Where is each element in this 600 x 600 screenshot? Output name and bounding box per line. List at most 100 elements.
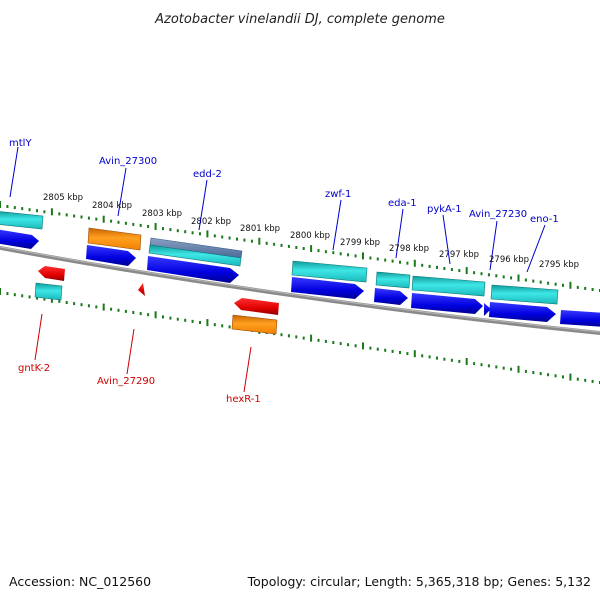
forward-cds-arrow[interactable] xyxy=(86,245,136,266)
ruler-tick xyxy=(258,237,261,245)
label-leader-line xyxy=(117,167,127,217)
ruler-tick xyxy=(591,379,594,383)
ruler-tick xyxy=(510,276,513,280)
kbp-label: 2796 kbp xyxy=(489,255,529,265)
forward-cds-arrow[interactable] xyxy=(489,302,556,322)
ruler-tick xyxy=(324,339,327,343)
ruler-tick xyxy=(65,213,68,217)
forward-feature-bars xyxy=(0,211,559,305)
genome-backbone-highlight xyxy=(0,246,600,333)
ruler-tick xyxy=(147,313,150,317)
ruler-tick xyxy=(265,241,268,245)
ruler-tick xyxy=(473,271,476,275)
gene-label-edd-2[interactable]: edd-2 xyxy=(193,169,222,180)
ruler-tick xyxy=(554,374,557,378)
ruler-tick xyxy=(221,235,224,239)
ruler-tick xyxy=(406,261,409,265)
ruler-tick xyxy=(280,333,283,337)
ruler-tick xyxy=(354,344,357,348)
ruler-tick xyxy=(280,243,283,247)
forward-cds-arrow[interactable] xyxy=(560,310,600,327)
teal-feature[interactable] xyxy=(291,260,368,283)
teal-feature[interactable] xyxy=(490,284,559,305)
ruler-tick xyxy=(539,280,542,284)
gene-label-avin-27300[interactable]: Avin_27300 xyxy=(99,156,157,167)
ruler-tick xyxy=(465,358,468,365)
label-leader-line xyxy=(198,179,208,231)
forward-cds-arrow[interactable] xyxy=(0,229,39,249)
label-leader-line xyxy=(442,214,451,265)
forward-cds-arrow[interactable] xyxy=(291,277,364,299)
gene-label-gntk-2[interactable]: gntK-2 xyxy=(18,363,50,374)
ruler-tick xyxy=(502,366,505,370)
ruler-tick xyxy=(80,215,83,219)
ruler-tick xyxy=(465,267,468,275)
ruler-tick xyxy=(13,206,16,210)
ruler-tick xyxy=(228,325,231,329)
reverse-cds-arrow[interactable] xyxy=(138,283,145,296)
ruler-tick xyxy=(332,251,335,255)
teal-feature[interactable] xyxy=(34,282,63,301)
forward-cds-arrow[interactable] xyxy=(374,288,408,305)
ruler-tick xyxy=(347,343,350,347)
gene-label-zwf-1[interactable]: zwf-1 xyxy=(325,189,351,200)
ruler-tick xyxy=(80,303,83,307)
ruler-tick xyxy=(510,367,513,371)
ruler-tick xyxy=(495,274,498,278)
ruler-tick xyxy=(391,349,394,353)
ruler-tick xyxy=(347,253,350,257)
ruler-tick xyxy=(524,278,527,282)
ruler-tick xyxy=(87,304,90,308)
reverse-cds-arrow[interactable] xyxy=(234,298,279,315)
ruler-tick xyxy=(554,282,557,286)
gene-label-pyka-1[interactable]: pykA-1 xyxy=(427,204,462,215)
ruler-tick xyxy=(339,252,342,256)
ruler-tick xyxy=(532,371,535,374)
ruler-tick xyxy=(517,365,520,373)
ruler-tick xyxy=(487,273,490,277)
ruler-tick xyxy=(236,237,238,241)
ruler-tick xyxy=(191,319,194,323)
teal-feature[interactable] xyxy=(148,244,242,267)
ruler-tick xyxy=(384,258,387,262)
ruler-tick xyxy=(102,303,105,311)
gene-label-eno-1[interactable]: eno-1 xyxy=(530,214,559,225)
ruler-tick xyxy=(162,315,164,319)
label-leader-line xyxy=(34,313,43,361)
forward-cds-arrow[interactable] xyxy=(147,256,239,283)
ruler-tick xyxy=(213,323,216,327)
orange-feature[interactable] xyxy=(231,314,278,335)
ruler-tick xyxy=(584,286,587,290)
ruler-tick xyxy=(162,227,164,231)
upper-tick-track xyxy=(0,201,600,292)
ruler-tick xyxy=(399,351,401,354)
teal-feature[interactable] xyxy=(375,271,411,289)
gene-label-avin-27230[interactable]: Avin_27230 xyxy=(469,209,527,220)
gene-label-hexr-1[interactable]: hexR-1 xyxy=(226,394,261,405)
teal-feature[interactable] xyxy=(411,275,486,297)
gene-label-mtlY[interactable]: mtlY xyxy=(9,138,32,149)
ruler-tick xyxy=(213,234,216,238)
ruler-tick xyxy=(28,295,31,299)
kbp-label: 2802 kbp xyxy=(191,217,231,227)
ruler-tick xyxy=(0,201,1,208)
reverse-cds-arrow[interactable] xyxy=(38,266,65,281)
gene-label-eda-1[interactable]: eda-1 xyxy=(388,198,417,209)
ruler-tick xyxy=(413,259,416,267)
orange-feature[interactable] xyxy=(87,227,142,251)
ruler-tick xyxy=(384,348,387,352)
ruler-tick xyxy=(369,256,372,260)
kbp-label: 2795 kbp xyxy=(539,260,579,270)
ruler-tick xyxy=(21,294,24,298)
ruler-tick xyxy=(450,268,453,271)
forward-cds-arrow[interactable] xyxy=(484,303,491,316)
ruler-tick xyxy=(95,217,98,221)
label-leader-line xyxy=(489,220,498,271)
kbp-label: 2800 kbp xyxy=(290,231,330,241)
forward-cds-arrow[interactable] xyxy=(411,293,483,314)
ruler-tick xyxy=(184,318,187,322)
ruler-tick xyxy=(539,372,542,376)
gene-label-avin-27290[interactable]: Avin_27290 xyxy=(97,376,155,387)
ruler-tick xyxy=(524,369,527,373)
teal-feature[interactable] xyxy=(0,211,44,230)
